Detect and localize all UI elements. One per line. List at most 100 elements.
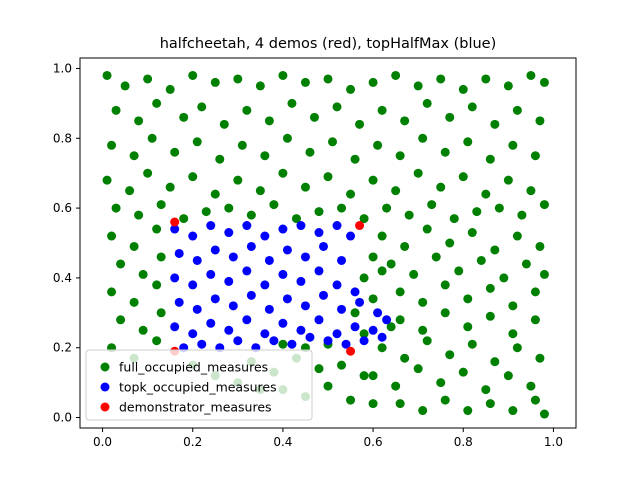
scatter-point-full	[134, 116, 144, 126]
scatter-point-full	[242, 105, 252, 115]
scatter-point-topk	[242, 221, 252, 231]
scatter-point-full	[409, 269, 419, 279]
scatter-point-topk	[332, 329, 342, 339]
scatter-point-full	[535, 116, 545, 126]
scatter-point-full	[152, 280, 162, 290]
scatter-point-full	[337, 360, 347, 370]
scatter-point-topk	[188, 231, 198, 241]
scatter-point-full	[368, 175, 378, 185]
scatter-point-topk	[174, 297, 184, 307]
legend: full_occupied_measures topk_occupied_meas…	[85, 349, 313, 421]
scatter-point-topk	[206, 269, 216, 279]
scatter-point-full	[391, 70, 401, 80]
scatter-point-topk	[228, 301, 238, 311]
scatter-point-topk	[350, 322, 360, 332]
scatter-point-full	[418, 325, 428, 335]
scatter-point-full	[467, 102, 477, 112]
scatter-point-topk	[233, 336, 243, 346]
scatter-point-full	[323, 74, 333, 84]
scatter-point-topk	[224, 228, 234, 238]
scatter-point-full	[535, 353, 545, 363]
scatter-point-full	[440, 395, 450, 405]
scatter-point-full	[237, 140, 247, 150]
scatter-point-full	[219, 119, 229, 129]
scatter-point-full	[120, 81, 130, 91]
scatter-point-full	[449, 214, 459, 224]
scatter-point-full	[490, 119, 500, 129]
y-tick-label: 0.2	[53, 341, 72, 355]
chart-title: halfcheetah, 4 demos (red), topHalfMax (…	[160, 36, 497, 52]
scatter-point-full	[156, 252, 166, 262]
scatter-point-topk	[192, 255, 202, 265]
scatter-point-topk	[377, 332, 387, 342]
scatter-point-full	[116, 259, 126, 269]
scatter-point-full	[494, 203, 504, 213]
scatter-point-full	[458, 367, 468, 377]
scatter-point-full	[210, 77, 220, 87]
scatter-point-full	[463, 322, 473, 332]
scatter-point-full	[350, 308, 360, 318]
scatter-point-full	[382, 203, 392, 213]
scatter-point-full	[445, 238, 455, 248]
scatter-point-full	[323, 172, 333, 182]
scatter-point-topk	[318, 290, 328, 300]
scatter-point-full	[305, 147, 315, 157]
scatter-point-topk	[260, 329, 270, 339]
x-tick-label: 0.2	[183, 435, 202, 449]
scatter-point-full	[539, 409, 549, 419]
scatter-point-full	[210, 189, 220, 199]
x-tick-label: 0.0	[93, 435, 112, 449]
scatter-point-full	[368, 371, 378, 381]
scatter-point-full	[224, 203, 234, 213]
scatter-point-full	[539, 77, 549, 87]
scatter-point-full	[309, 112, 319, 122]
scatter-point-full	[508, 329, 518, 339]
scatter-point-full	[526, 70, 536, 80]
scatter-point-full	[138, 325, 148, 335]
legend-marker	[100, 382, 110, 392]
scatter-point-full	[418, 133, 428, 143]
scatter-point-full	[436, 74, 446, 84]
scatter-point-topk	[170, 224, 180, 234]
scatter-point-topk	[332, 221, 342, 231]
scatter-point-full	[156, 200, 166, 210]
scatter-point-full	[463, 406, 473, 416]
scatter-point-full	[386, 259, 396, 269]
scatter-point-topk	[188, 280, 198, 290]
scatter-point-topk	[228, 252, 238, 262]
scatter-point-full	[107, 231, 117, 241]
scatter-point-full	[143, 74, 153, 84]
scatter-point-full	[481, 74, 491, 84]
scatter-point-full	[332, 102, 342, 112]
scatter-point-topk	[170, 273, 180, 283]
scatter-point-full	[526, 381, 536, 391]
scatter-point-full	[400, 353, 410, 363]
scatter-point-full	[152, 336, 162, 346]
scatter-point-topk	[260, 280, 270, 290]
scatter-point-full	[400, 241, 410, 251]
scatter-point-full	[287, 98, 297, 108]
scatter-point-full	[427, 200, 437, 210]
scatter-point-topk	[368, 325, 378, 335]
scatter-point-full	[233, 74, 243, 84]
scatter-point-full	[517, 210, 527, 220]
scatter-point-topk	[296, 276, 306, 286]
scatter-point-topk	[206, 221, 216, 231]
legend-items: full_occupied_measures topk_occupied_meas…	[100, 360, 277, 415]
scatter-point-full	[436, 182, 446, 192]
scatter-point-full	[485, 154, 495, 164]
scatter-point-full	[179, 112, 189, 122]
scatter-point-full	[472, 207, 482, 217]
scatter-point-full	[377, 266, 387, 276]
scatter-point-topk	[318, 241, 328, 251]
scatter-point-full	[431, 252, 441, 262]
scatter-point-full	[368, 294, 378, 304]
scatter-point-full	[508, 406, 518, 416]
scatter-point-full	[314, 364, 324, 374]
scatter-point-topk	[287, 339, 297, 349]
scatter-point-topk	[300, 301, 310, 311]
scatter-point-full	[445, 350, 455, 360]
scatter-point-full	[264, 116, 274, 126]
scatter-point-topk	[224, 276, 234, 286]
